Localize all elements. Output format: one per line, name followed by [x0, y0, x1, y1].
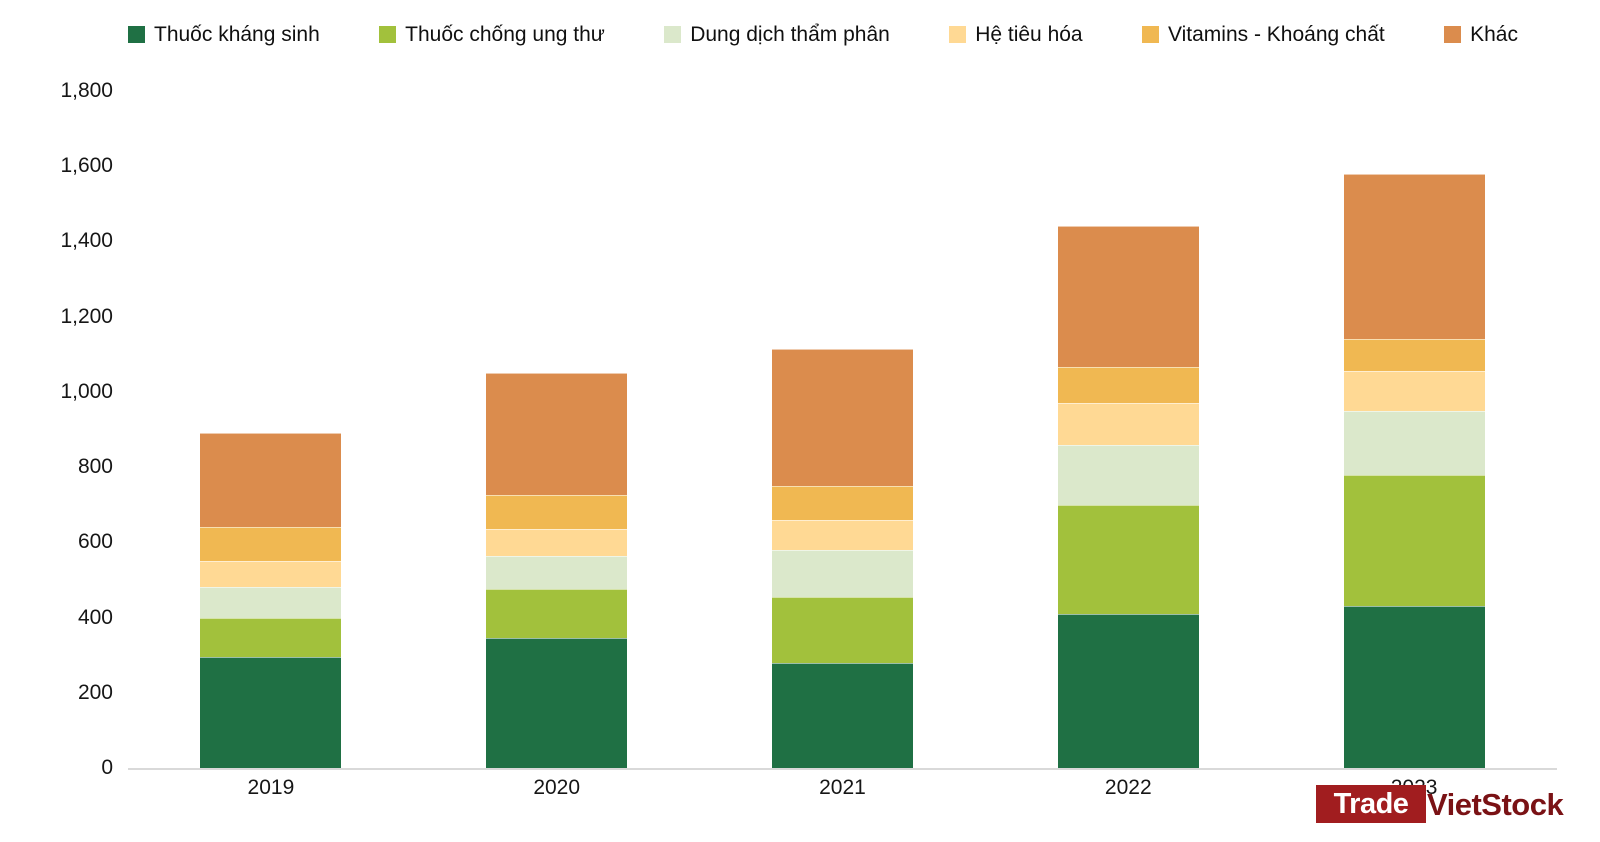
bar-segment: [1343, 606, 1485, 768]
bar-segment: [1343, 371, 1485, 411]
bar-segment: [1057, 226, 1199, 368]
legend-item: Dung dịch thẩm phân: [664, 24, 890, 45]
bar-segment: [772, 596, 913, 663]
bar-segment: [200, 657, 342, 768]
bar-segment: [1057, 367, 1199, 404]
bar-2023: [1343, 173, 1485, 768]
legend-label: Thuốc kháng sinh: [154, 23, 320, 46]
x-axis-label: 2021: [819, 776, 866, 799]
legend-label: Hệ tiêu hóa: [975, 23, 1083, 46]
bar-segment: [200, 527, 342, 562]
legend-swatch-icon: [949, 26, 967, 43]
x-axis-line: [128, 768, 1557, 770]
y-axis-tick-label: 1,000: [60, 379, 113, 403]
y-axis-tick-label: 1,200: [60, 304, 113, 328]
bar-segment: [200, 587, 342, 618]
legend-swatch-icon: [664, 26, 682, 43]
legend-item: Vitamins - Khoáng chất: [1141, 23, 1385, 46]
bar-segment: [772, 662, 913, 768]
bar-segment: [1343, 474, 1485, 607]
legend-label: Thuốc chống ung thư: [405, 23, 605, 46]
x-axis-label: 2022: [1104, 776, 1152, 799]
legend-label: Dung dịch thẩm phân: [690, 23, 890, 46]
bar-2019: [200, 433, 342, 768]
legend-item: Thuốc kháng sinh: [128, 24, 320, 45]
trade-logo-box: Trade: [1316, 785, 1426, 823]
bar-segment: [1057, 403, 1199, 445]
bar-segment: [1057, 444, 1199, 505]
bar-segment: [200, 561, 342, 588]
bar-segment: [486, 638, 628, 768]
bar-2020: [486, 373, 628, 768]
bar-segment: [486, 555, 628, 590]
bar-segment: [200, 433, 342, 528]
legend-swatch-icon: [128, 26, 145, 43]
x-axis-label: 2019: [247, 776, 295, 799]
legend-swatch-icon: [379, 26, 397, 43]
bar-segment: [1343, 173, 1485, 340]
bar-segment: [1057, 613, 1199, 768]
y-axis-tick-label: 400: [77, 605, 113, 629]
bar-2022: [1057, 226, 1199, 768]
legend-swatch-icon: [1141, 26, 1159, 43]
bar-segment: [486, 373, 628, 496]
bar-segment: [772, 519, 913, 550]
x-axis-label: 2020: [533, 776, 581, 799]
y-axis-tick-label: 800: [77, 455, 113, 479]
bar-segment: [772, 485, 913, 520]
y-axis-tick-label: 600: [77, 530, 113, 554]
bar-2021: [772, 348, 913, 768]
bar-segment: [772, 549, 913, 597]
y-axis-tick-label: 1,600: [60, 154, 113, 178]
y-axis-tick-label: 200: [77, 680, 113, 704]
bar-segment: [1343, 339, 1485, 372]
legend-item: Thuốc chống ung thư: [379, 24, 605, 45]
y-axis-tick-label: 1,400: [60, 229, 113, 253]
bar-segment: [1057, 504, 1199, 614]
vietstock-watermark: Trade VietStock: [1316, 785, 1564, 823]
bar-segment: [486, 589, 628, 639]
chart-legend: Thuốc kháng sinh Thuốc chống ung thư Dung …: [128, 24, 1518, 45]
bar-segment: [486, 529, 628, 556]
trade-logo-text: Trade: [1333, 787, 1409, 820]
y-axis-tick-label: 1,800: [60, 79, 113, 102]
vietstock-logo-text: VietStock: [1427, 786, 1564, 822]
bar-segment: [200, 617, 342, 658]
legend-swatch-icon: [1444, 26, 1462, 43]
y-axis-tick-label: 0: [101, 756, 113, 779]
bar-segment: [486, 495, 628, 530]
legend-label: Vitamins - Khoáng chất: [1167, 23, 1385, 46]
bar-segment: [772, 348, 913, 486]
legend-label: Khác: [1470, 23, 1518, 46]
legend-item: Hệ tiêu hóa: [949, 23, 1083, 46]
legend-item: Khác: [1444, 24, 1518, 45]
bar-segment: [1343, 410, 1485, 475]
